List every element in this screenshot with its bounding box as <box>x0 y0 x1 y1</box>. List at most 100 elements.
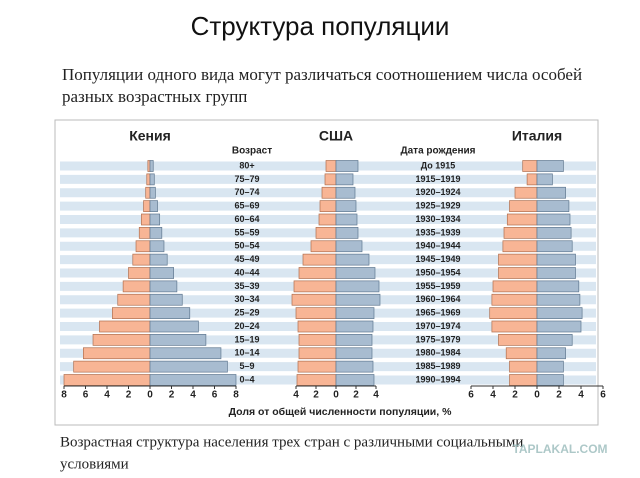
bar <box>132 253 151 266</box>
chart-title: США <box>319 128 353 144</box>
x-tick-label: 0 <box>534 390 540 401</box>
bar <box>149 160 154 172</box>
bar <box>536 160 564 172</box>
bar <box>149 280 178 293</box>
bar <box>298 334 337 346</box>
bar <box>536 200 570 212</box>
subtitle: Популяции одного вида могут различаться … <box>62 65 582 84</box>
birth-axis-title: Дата рождения <box>400 146 475 157</box>
age-label: 65–69 <box>234 201 259 211</box>
bar <box>315 227 337 239</box>
x-tick-label: 8 <box>61 390 67 401</box>
bar <box>536 320 582 333</box>
bar <box>149 374 237 386</box>
bar <box>502 240 538 253</box>
bar <box>335 160 359 172</box>
bar <box>117 293 151 306</box>
age-label: 50–54 <box>234 241 259 251</box>
bar <box>335 240 363 253</box>
age-label: 20–24 <box>234 321 259 331</box>
x-tick-label: 4 <box>578 390 584 401</box>
x-tick-label: 8 <box>233 390 239 401</box>
x-tick-label: 6 <box>83 390 89 401</box>
bar <box>325 160 337 172</box>
bar <box>335 334 373 346</box>
age-label: 70–74 <box>234 187 259 197</box>
bar <box>99 320 151 333</box>
bar <box>536 227 572 239</box>
bar <box>145 186 151 199</box>
bar <box>509 374 538 386</box>
bar <box>128 267 151 279</box>
bar <box>141 213 151 226</box>
bar <box>522 160 538 172</box>
bar <box>536 293 581 306</box>
bar <box>297 320 337 333</box>
bar <box>302 253 337 266</box>
bar <box>318 213 337 226</box>
x-tick-label: 4 <box>373 390 379 401</box>
bar <box>335 227 359 239</box>
bar <box>92 334 151 346</box>
x-tick-label: 2 <box>126 390 132 401</box>
bar <box>335 374 375 386</box>
bar <box>149 347 222 360</box>
birth-label: 1980–1984 <box>415 348 460 358</box>
bar <box>498 267 538 279</box>
bar <box>536 360 564 373</box>
caption: условиями <box>60 456 129 472</box>
age-label: 15–19 <box>234 334 259 344</box>
bar <box>536 334 573 346</box>
bar <box>509 200 538 212</box>
bar <box>149 186 156 199</box>
age-label: 75–79 <box>234 174 259 184</box>
bar <box>149 307 191 319</box>
bar <box>498 334 538 346</box>
x-tick-label: 6 <box>600 390 606 401</box>
bar <box>82 347 151 360</box>
x-tick-label: 6 <box>468 390 474 401</box>
x-tick-label: 0 <box>333 390 339 401</box>
bar <box>526 173 538 186</box>
x-axis-label: Доля от общей численности популяции, % <box>229 406 453 418</box>
bar <box>536 173 553 186</box>
birth-label: 1975–1979 <box>415 334 460 344</box>
bar <box>335 173 354 186</box>
x-tick-label: 4 <box>104 390 110 401</box>
bar <box>536 374 564 386</box>
bar <box>536 253 576 266</box>
age-label: 5–9 <box>239 361 254 371</box>
chart-title: Кения <box>129 128 171 144</box>
birth-label: 1935–1939 <box>415 227 460 237</box>
bar <box>149 240 165 253</box>
bar <box>335 200 357 212</box>
bar <box>505 347 538 360</box>
birth-label: 1930–1934 <box>415 214 460 224</box>
bar <box>297 360 337 373</box>
x-tick-label: 2 <box>512 390 518 401</box>
bar <box>536 240 573 253</box>
birth-label: 1920–1924 <box>415 187 460 197</box>
bar <box>335 186 356 199</box>
bar <box>509 360 538 373</box>
bar <box>149 320 199 333</box>
birth-label: До 1915 <box>421 160 456 170</box>
birth-label: 1965–1969 <box>415 308 460 318</box>
age-label: 45–49 <box>234 254 259 264</box>
age-label: 60–64 <box>234 214 259 224</box>
x-tick-label: 2 <box>353 390 359 401</box>
caption: Возрастная структура населения трех стра… <box>60 434 523 450</box>
age-label: 30–34 <box>234 294 259 304</box>
bar <box>319 200 337 212</box>
bar <box>503 227 538 239</box>
x-tick-label: 2 <box>169 390 175 401</box>
x-tick-label: 2 <box>313 390 319 401</box>
bar <box>514 186 538 199</box>
bar <box>112 307 151 319</box>
bar <box>135 240 151 253</box>
birth-label: 1925–1929 <box>415 201 460 211</box>
bar <box>335 320 374 333</box>
bar <box>143 200 151 212</box>
bar <box>310 240 337 253</box>
